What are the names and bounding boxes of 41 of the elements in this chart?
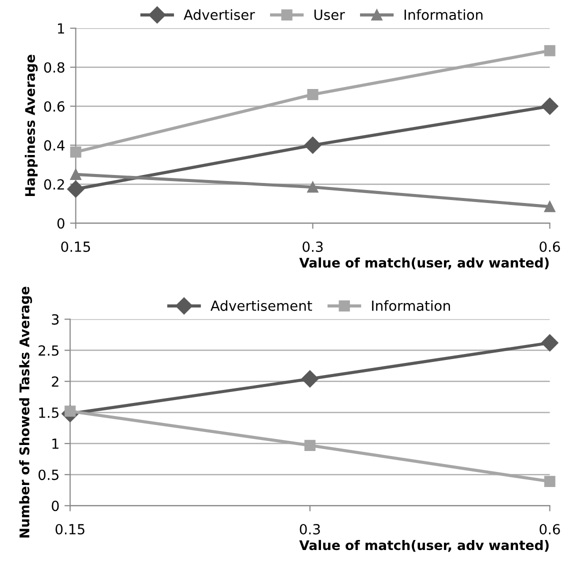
- y-tick-label: 0.5: [38, 470, 58, 480]
- x-tick-label: 0.6: [540, 241, 560, 252]
- x-axis-title: Value of match(user, adv wanted): [299, 257, 549, 270]
- point: [307, 88, 318, 100]
- point: [541, 334, 558, 352]
- point: [67, 180, 84, 198]
- y-tick-label: 0.6: [44, 101, 64, 112]
- legend-label: User: [314, 10, 345, 20]
- legend-label: Advertisement: [210, 300, 312, 311]
- y-axis-title: Happiness Average: [24, 54, 38, 196]
- y-tick-label: 0.4: [44, 140, 65, 151]
- point: [304, 440, 316, 451]
- y-axis-title: Number of Showed Tasks Average: [19, 286, 32, 538]
- x-tick-label: 0.15: [56, 524, 84, 534]
- point: [544, 476, 556, 487]
- legend-label: Information: [404, 9, 482, 20]
- y-tick-label: 1: [58, 23, 64, 34]
- x-tick-label: 0.3: [300, 524, 320, 534]
- x-tick-label: 0.6: [540, 524, 560, 534]
- y-tick-label: 3: [52, 314, 59, 325]
- point: [70, 146, 82, 158]
- y-tick-label: 0: [52, 500, 59, 512]
- y-tick-label: 2: [52, 376, 58, 387]
- y-tick-label: 2.5: [38, 345, 58, 356]
- y-tick-label: 0.2: [44, 179, 64, 190]
- point: [304, 136, 322, 154]
- point: [544, 45, 556, 56]
- point: [70, 168, 82, 180]
- legend-label: Information: [372, 300, 450, 311]
- x-axis-title: Value of match(user, adv wanted): [299, 540, 549, 552]
- point: [544, 201, 556, 212]
- y-tick-label: 0: [57, 218, 64, 229]
- x-tick-label: 0.15: [61, 241, 90, 252]
- point: [301, 370, 319, 388]
- point: [307, 182, 318, 193]
- y-tick-label: 0.8: [44, 62, 64, 73]
- y-tick-label: 1: [52, 438, 58, 449]
- x-tick-label: 0.3: [302, 241, 323, 252]
- point: [541, 98, 558, 115]
- y-tick-label: 1.5: [39, 408, 58, 418]
- legend-label: Advertiser: [184, 9, 255, 20]
